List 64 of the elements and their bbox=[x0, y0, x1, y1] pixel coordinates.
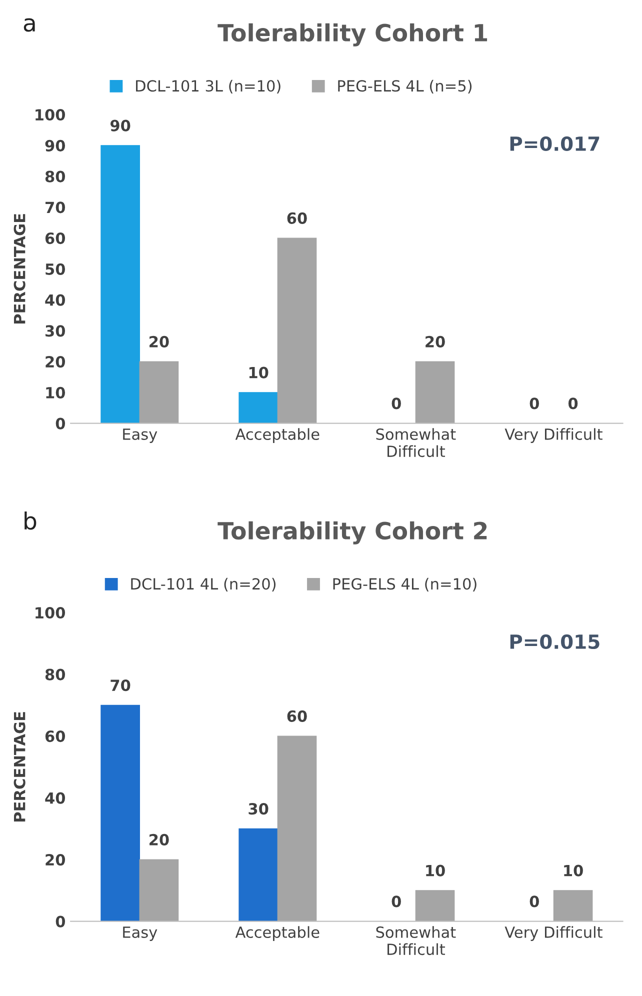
y-tick-label: 20 bbox=[46, 854, 66, 866]
x-tick-label: Easy bbox=[123, 926, 158, 941]
y-tick-label: 60 bbox=[45, 232, 66, 244]
data-label: 0 bbox=[568, 398, 578, 410]
y-tick-label: 90 bbox=[45, 140, 66, 152]
data-label: 0 bbox=[530, 398, 539, 410]
data-label: 70 bbox=[110, 680, 130, 692]
bar bbox=[100, 145, 140, 424]
bar bbox=[238, 828, 278, 922]
annotation: P=0.015 bbox=[510, 634, 600, 650]
y-tick-label: 60 bbox=[45, 730, 66, 742]
data-label: 20 bbox=[150, 336, 169, 348]
y-tick-label: 100 bbox=[36, 109, 66, 121]
y-tick-label: 30 bbox=[46, 325, 66, 337]
x-tick-label: Very Difficult bbox=[504, 926, 602, 941]
bar bbox=[277, 238, 317, 424]
bar bbox=[277, 736, 317, 922]
legend-label: PEG-ELS 4L (n=10) bbox=[333, 578, 476, 592]
legend-label: DCL-101 4L (n=20) bbox=[131, 578, 276, 592]
y-tick-label: 100 bbox=[36, 607, 66, 619]
y-tick-label: 70 bbox=[46, 202, 66, 214]
data-label: 60 bbox=[287, 212, 307, 224]
y-tick-label: 20 bbox=[46, 356, 66, 368]
x-tick-label: Easy bbox=[123, 428, 158, 443]
chart-title: Tolerability Cohort 1 bbox=[218, 23, 488, 46]
bar bbox=[238, 392, 278, 424]
y-tick-label: 50 bbox=[46, 263, 66, 275]
data-label: 20 bbox=[426, 336, 445, 348]
y-tick-label: 80 bbox=[45, 668, 66, 680]
data-label: 60 bbox=[287, 710, 307, 722]
bar bbox=[553, 890, 593, 922]
data-label: 10 bbox=[564, 864, 583, 876]
x-tick-label: Somewhat Difficult bbox=[376, 926, 456, 956]
chart-title: Tolerability Cohort 2 bbox=[218, 521, 487, 544]
data-label: 0 bbox=[392, 398, 401, 410]
bar bbox=[139, 859, 179, 922]
data-label: 20 bbox=[150, 834, 169, 846]
x-tick-label: Acceptable bbox=[235, 926, 320, 941]
bar bbox=[100, 704, 140, 922]
bar bbox=[415, 361, 455, 424]
x-tick-label: Acceptable bbox=[235, 428, 320, 443]
data-label: 0 bbox=[530, 896, 539, 908]
y-tick-label: 0 bbox=[56, 916, 66, 928]
legend-label: PEG-ELS 4L (n=5) bbox=[338, 80, 472, 94]
y-tick-label: 80 bbox=[45, 170, 66, 182]
x-tick-label: Somewhat Difficult bbox=[376, 428, 456, 458]
annotation: P=0.017 bbox=[510, 136, 600, 152]
data-label: 10 bbox=[426, 864, 445, 876]
text: b bbox=[24, 511, 36, 530]
bar bbox=[139, 361, 179, 424]
data-label: 0 bbox=[392, 896, 401, 908]
data-label: 10 bbox=[249, 366, 268, 378]
y-tick-label: 0 bbox=[56, 418, 66, 430]
x-tick-label: Very Difficult bbox=[504, 428, 602, 443]
bar bbox=[415, 890, 455, 922]
data-label: 30 bbox=[248, 803, 268, 815]
y-tick-label: 40 bbox=[45, 792, 66, 804]
data-label: 90 bbox=[110, 120, 130, 132]
text: a bbox=[24, 18, 35, 32]
y-tick-label: 40 bbox=[45, 294, 66, 306]
y-axis-title: PERCENTAGE bbox=[14, 214, 26, 324]
y-axis-title: PERCENTAGE bbox=[14, 712, 26, 822]
y-tick-label: 10 bbox=[46, 386, 66, 398]
legend-label: DCL-101 3L (n=10) bbox=[136, 80, 280, 94]
